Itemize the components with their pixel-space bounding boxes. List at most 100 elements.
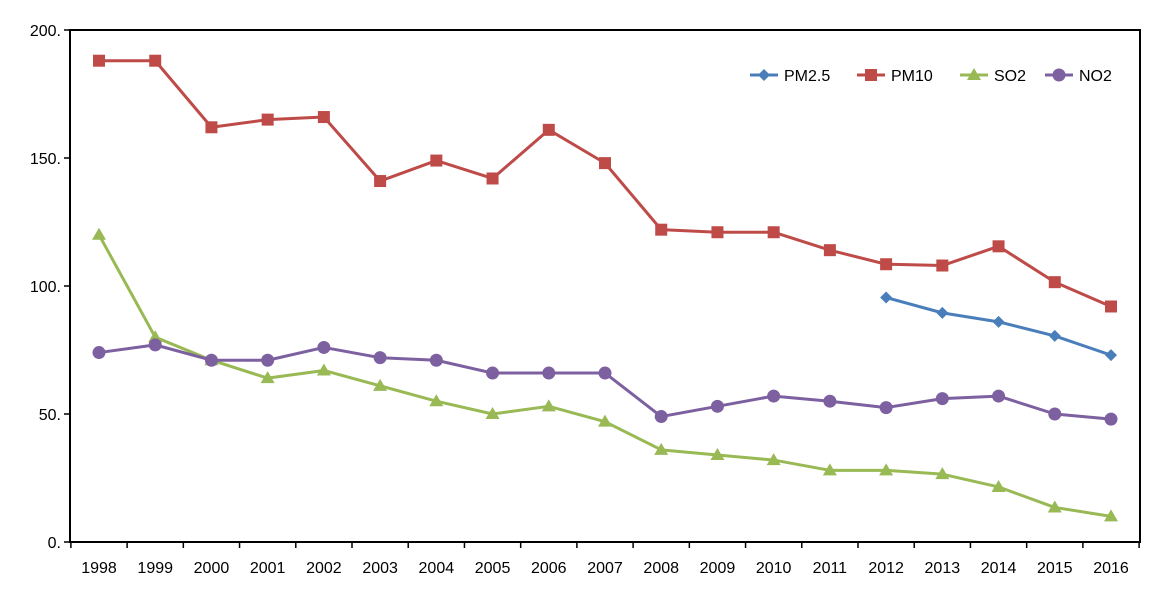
x-tick-label: 1998 [81, 560, 117, 577]
y-tick-label: 100. [30, 279, 61, 296]
data-point [316, 363, 331, 376]
data-point [598, 414, 612, 427]
data-point [654, 442, 669, 455]
y-tick-label: 200. [30, 23, 61, 40]
data-point [374, 175, 387, 188]
plot-area [69, 29, 1141, 543]
data-point [767, 389, 781, 403]
series-layer [92, 54, 1118, 522]
data-point [1104, 509, 1118, 522]
data-point [1048, 276, 1061, 289]
x-tick-label: 2005 [475, 560, 511, 577]
legend-item: SO2 [960, 68, 1026, 85]
data-point [260, 371, 275, 384]
data-point [1105, 300, 1117, 313]
legend-marker [967, 68, 981, 80]
y-tick-label: 50. [39, 407, 61, 424]
data-point [205, 121, 218, 134]
data-point [935, 467, 950, 480]
data-point [711, 226, 724, 239]
data-point [1048, 407, 1062, 421]
data-point [936, 259, 949, 272]
legend-label: SO2 [994, 68, 1026, 85]
legend-label: PM10 [891, 68, 933, 85]
legend-item: PM10 [857, 68, 933, 85]
x-tick-label: 2013 [925, 560, 961, 577]
data-point [1048, 329, 1061, 342]
data-point [599, 157, 611, 170]
data-point [710, 399, 724, 413]
data-point [1047, 500, 1062, 513]
x-tick-label: 2000 [194, 560, 230, 577]
data-point [936, 306, 949, 319]
data-point [373, 351, 387, 365]
x-tick-label: 2004 [419, 560, 455, 577]
x-tick-label: 2001 [250, 560, 286, 577]
data-point [148, 338, 162, 352]
y-axis: 0. 50. 100. 150. 200. [30, 23, 70, 552]
x-tick-label: 2012 [868, 560, 904, 577]
data-point [92, 227, 106, 240]
data-point [1104, 412, 1118, 426]
x-tick-label: 2002 [306, 560, 342, 577]
data-point [429, 353, 443, 367]
data-point [541, 399, 556, 412]
series-no2 [92, 338, 1118, 426]
data-point [655, 223, 668, 236]
data-point [485, 407, 500, 419]
legend-label: PM2.5 [784, 68, 830, 85]
data-point [598, 366, 612, 380]
x-tick-label: 2009 [700, 560, 736, 577]
x-tick-label: 2008 [643, 560, 679, 577]
data-point [879, 463, 894, 476]
legend-item: PM2.5 [750, 68, 830, 85]
x-axis: 1998 1999 2000 2001 2002 2003 2004 2005 2006 2007… [70, 542, 1140, 577]
data-point [654, 410, 668, 424]
data-point [879, 401, 893, 415]
data-point [992, 315, 1005, 328]
data-point [992, 389, 1006, 403]
data-point [710, 447, 725, 460]
y-tick-label: 0. [48, 535, 61, 552]
data-point [373, 378, 388, 391]
data-point [430, 154, 443, 167]
data-point [935, 392, 949, 406]
data-point [880, 291, 893, 304]
legend-marker [865, 69, 877, 81]
data-point [542, 123, 555, 136]
x-tick-label: 2007 [587, 560, 623, 577]
data-point [92, 346, 106, 360]
data-point [317, 340, 331, 354]
data-point [1105, 349, 1117, 362]
x-tick-label: 2010 [756, 560, 792, 577]
legend-label: NO2 [1079, 68, 1112, 85]
x-tick-label: 2006 [531, 560, 567, 577]
x-tick-label: 2015 [1037, 560, 1073, 577]
data-point [992, 240, 1005, 253]
data-point [822, 463, 837, 476]
data-point [429, 394, 444, 407]
data-point [486, 172, 499, 185]
x-tick-label: 2003 [362, 560, 398, 577]
data-point [767, 226, 780, 239]
legend: PM2.5 PM10 SO2 NO2 [750, 68, 1112, 85]
x-tick-label: 2011 [813, 560, 848, 577]
legend-marker [1052, 68, 1066, 82]
y-tick-label: 150. [30, 151, 61, 168]
data-point [149, 54, 162, 67]
data-point [766, 453, 781, 466]
x-tick-label: 2016 [1093, 560, 1129, 577]
data-point [261, 353, 275, 367]
x-tick-label: 1999 [137, 560, 173, 577]
x-tick-label: 2014 [981, 560, 1017, 577]
series-pm25 [880, 291, 1117, 362]
data-point [148, 330, 163, 343]
data-point [93, 54, 105, 67]
legend-item: NO2 [1045, 68, 1112, 85]
data-point [204, 353, 218, 367]
data-point [261, 113, 274, 126]
series-pm10 [93, 54, 1117, 313]
data-point [823, 394, 837, 408]
data-point [991, 479, 1006, 492]
